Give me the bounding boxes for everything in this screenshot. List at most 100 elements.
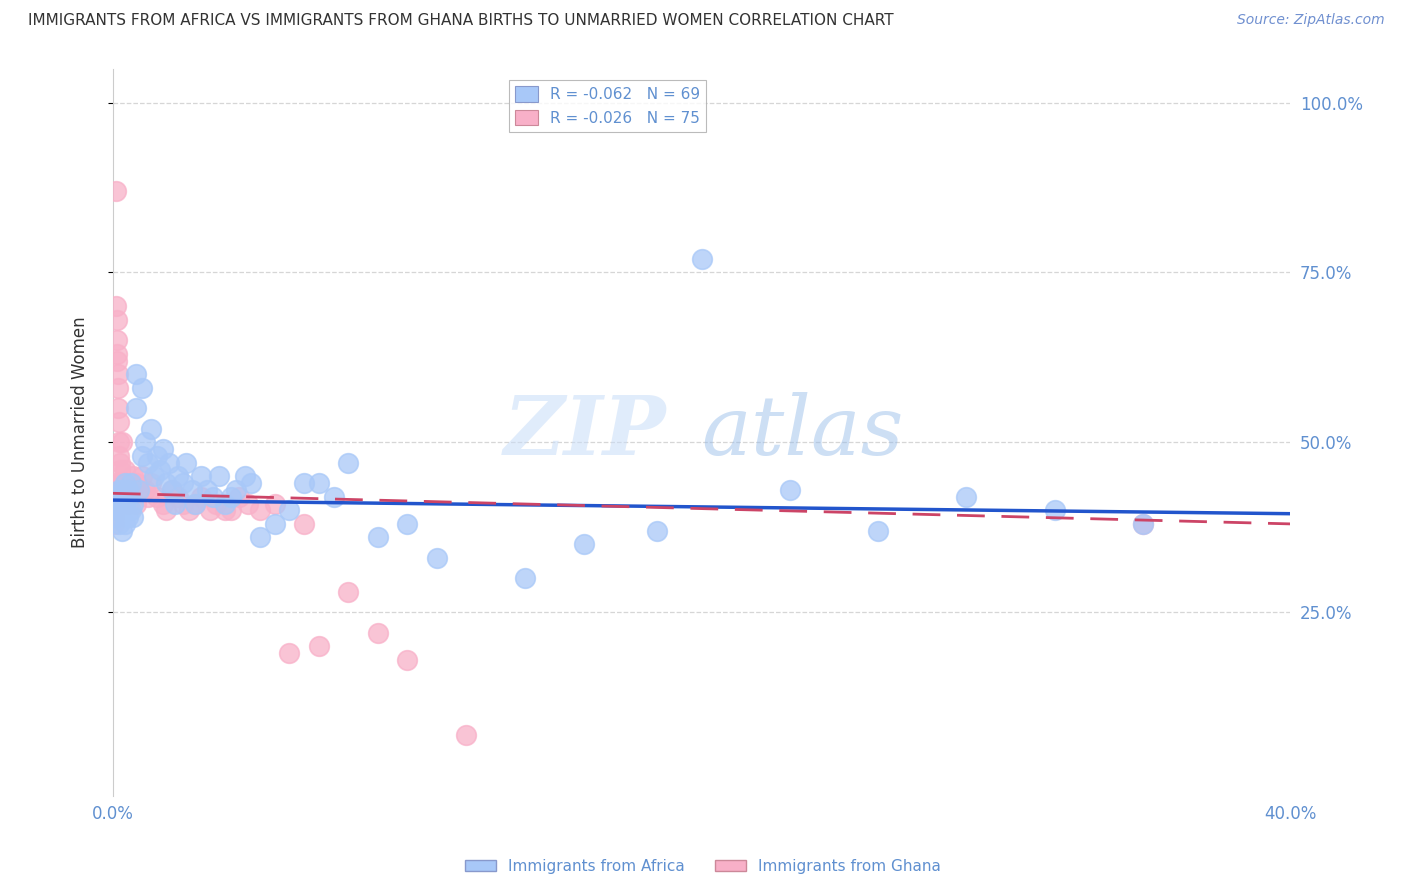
Point <box>104 490 127 504</box>
Point <box>122 496 145 510</box>
Point <box>136 490 159 504</box>
Point <box>184 496 207 510</box>
Point <box>111 435 134 450</box>
Point <box>103 496 125 510</box>
Point <box>292 516 315 531</box>
Point <box>205 496 228 510</box>
Point <box>114 516 136 531</box>
Point <box>868 524 890 538</box>
Point <box>115 490 138 504</box>
Point <box>131 469 153 483</box>
Point <box>107 483 129 497</box>
Point <box>308 476 330 491</box>
Point <box>1043 503 1066 517</box>
Point <box>108 496 131 510</box>
Text: atlas: atlas <box>702 392 904 472</box>
Legend: Immigrants from Africa, Immigrants from Ghana: Immigrants from Africa, Immigrants from … <box>458 853 948 880</box>
Point <box>1132 516 1154 531</box>
Point <box>104 496 127 510</box>
Point <box>292 476 315 491</box>
Point <box>114 476 136 491</box>
Point <box>125 401 148 416</box>
Point <box>195 483 218 497</box>
Point <box>103 483 125 497</box>
Point <box>104 483 127 497</box>
Point <box>513 571 536 585</box>
Point <box>120 476 142 491</box>
Point <box>647 524 669 538</box>
Point <box>120 483 142 497</box>
Point <box>173 496 195 510</box>
Point <box>134 435 156 450</box>
Point <box>214 503 236 517</box>
Point <box>107 381 129 395</box>
Point <box>176 456 198 470</box>
Point <box>108 449 131 463</box>
Point <box>120 503 142 517</box>
Point <box>208 469 231 483</box>
Point <box>111 483 134 497</box>
Point <box>128 483 150 497</box>
Point <box>103 490 125 504</box>
Text: ZIP: ZIP <box>503 392 666 472</box>
Point <box>322 490 344 504</box>
Point <box>228 490 250 504</box>
Point <box>107 368 129 382</box>
Point <box>367 531 389 545</box>
Point <box>105 347 128 361</box>
Point <box>122 469 145 483</box>
Point <box>163 496 186 510</box>
Point <box>104 503 127 517</box>
Point <box>146 490 169 504</box>
Point <box>337 585 360 599</box>
Point <box>219 490 242 504</box>
Point <box>181 483 204 497</box>
Point <box>107 401 129 416</box>
Point <box>104 510 127 524</box>
Point <box>114 483 136 497</box>
Point <box>690 252 713 266</box>
Point <box>155 476 177 491</box>
Point <box>396 516 419 531</box>
Legend: R = -0.062   N = 69, R = -0.026   N = 75: R = -0.062 N = 69, R = -0.026 N = 75 <box>509 79 706 132</box>
Point <box>396 653 419 667</box>
Point <box>152 496 174 510</box>
Point <box>111 483 134 497</box>
Point <box>201 490 224 504</box>
Point <box>120 476 142 491</box>
Point <box>103 510 125 524</box>
Point <box>111 483 134 497</box>
Point <box>104 490 127 504</box>
Point <box>278 503 301 517</box>
Point <box>454 728 477 742</box>
Point <box>146 449 169 463</box>
Point <box>114 462 136 476</box>
Point <box>104 496 127 510</box>
Point <box>219 503 242 517</box>
Point <box>143 469 166 483</box>
Point <box>152 442 174 457</box>
Point <box>103 503 125 517</box>
Point <box>125 368 148 382</box>
Point <box>107 435 129 450</box>
Point <box>214 496 236 510</box>
Point <box>149 462 172 476</box>
Point <box>125 496 148 510</box>
Point <box>779 483 801 497</box>
Point <box>190 490 212 504</box>
Point <box>111 524 134 538</box>
Point <box>160 483 183 497</box>
Point <box>103 490 125 504</box>
Point <box>367 625 389 640</box>
Y-axis label: Births to Unmarried Women: Births to Unmarried Women <box>72 317 89 548</box>
Point <box>155 503 177 517</box>
Point <box>136 456 159 470</box>
Point <box>117 476 139 491</box>
Point <box>105 334 128 348</box>
Point <box>166 469 188 483</box>
Point <box>117 496 139 510</box>
Point <box>955 490 977 504</box>
Point <box>114 496 136 510</box>
Point <box>198 503 221 517</box>
Point <box>184 496 207 510</box>
